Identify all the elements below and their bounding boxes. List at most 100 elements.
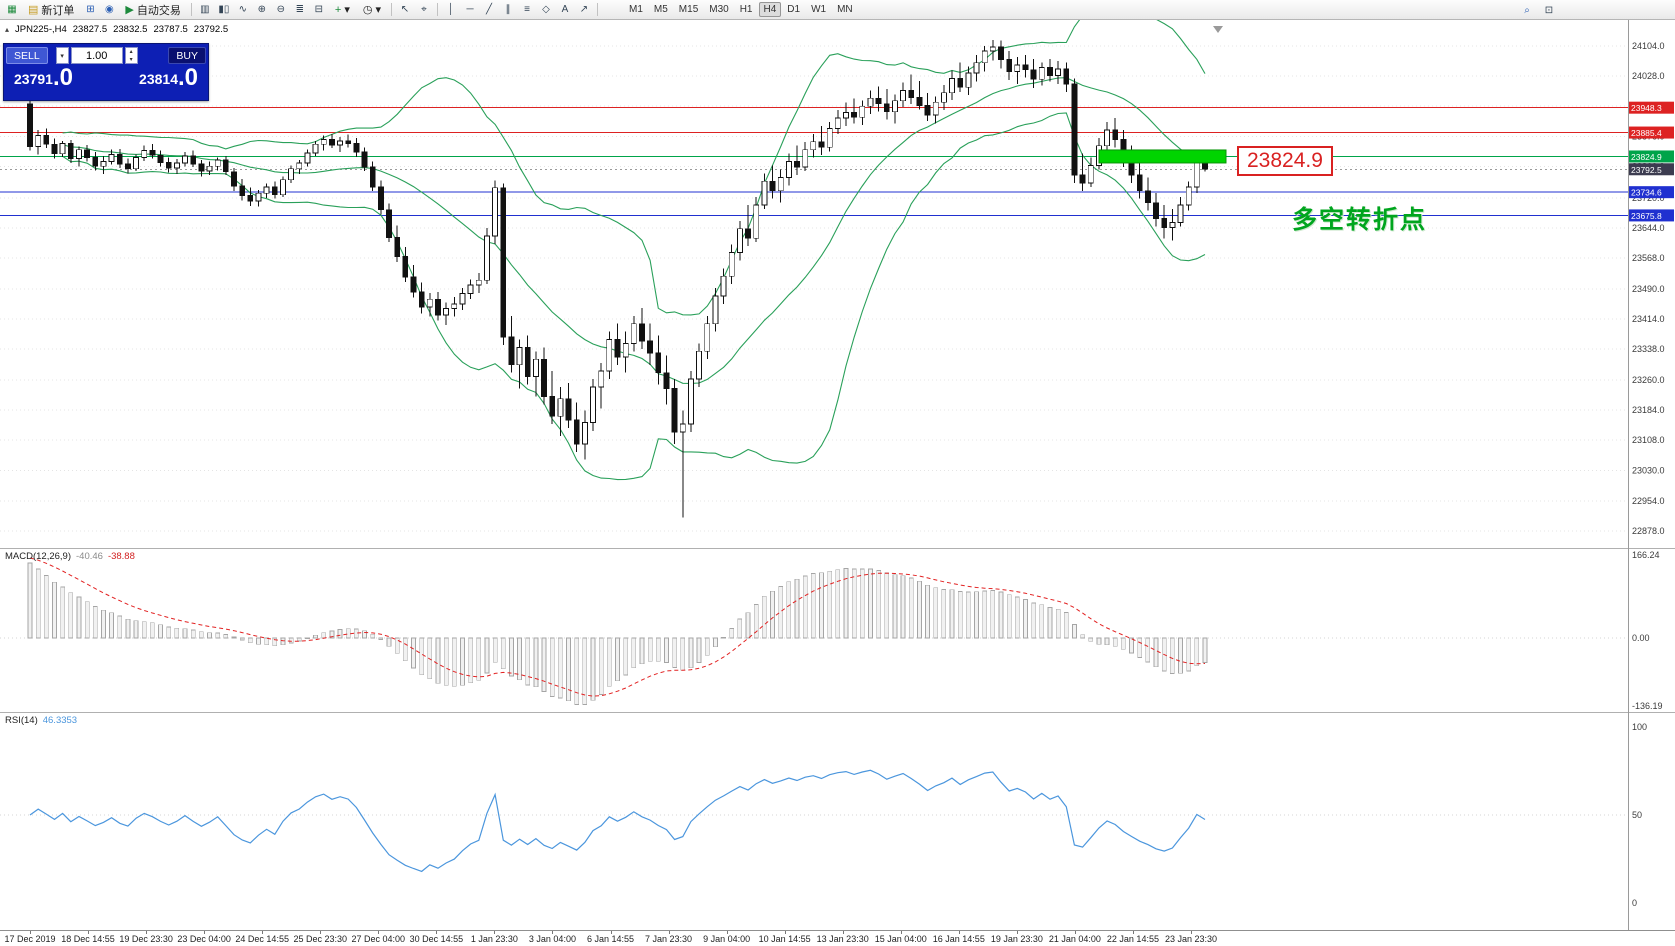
macd-histogram-bar (1039, 604, 1045, 639)
arrange-windows-icon[interactable]: ⊟ (314, 4, 324, 15)
timeframe-H1[interactable]: H1 (739, 4, 753, 15)
timeframe-M30[interactable]: M30 (709, 4, 729, 15)
candle-body (320, 139, 327, 145)
bar-chart-icon[interactable]: ▥ (200, 4, 210, 15)
candle-body (989, 46, 996, 52)
panels-icon[interactable]: ⊡ (1544, 4, 1554, 16)
stepper-down-icon[interactable]: ▾ (129, 56, 133, 63)
fibonacci-tool-icon[interactable]: ≡ (524, 4, 530, 15)
timeframe-W1[interactable]: W1 (811, 4, 827, 15)
macd-histogram-bar (1063, 612, 1069, 639)
candle-body (1112, 129, 1119, 140)
candle-body (141, 150, 148, 159)
macd-histogram-bar (476, 637, 482, 681)
time-tick (842, 931, 844, 934)
price-badge[interactable] (1629, 209, 1674, 222)
shapes-tool-icon[interactable]: ◇ (542, 4, 550, 15)
new-order-button[interactable]: ▤ 新订单 (22, 2, 80, 18)
timeframe-D1[interactable]: D1 (787, 4, 801, 15)
candle-body (492, 187, 499, 237)
stepper-up-icon[interactable]: ▴ (129, 49, 133, 56)
rsi-value: 46.3353 (42, 715, 78, 726)
collapse-panel-icon[interactable]: ▴ (5, 25, 10, 34)
sell-price[interactable]: 23791.0 (14, 66, 73, 90)
price-badge[interactable] (1629, 126, 1674, 139)
autotrading-play-icon: ▶ (125, 4, 134, 16)
bollinger-lower-band (62, 112, 1206, 481)
trendline-tool-icon[interactable]: ╱ (485, 4, 492, 15)
crosshair-icon[interactable]: ⌖ (421, 4, 427, 15)
buy-button[interactable]: BUY (168, 47, 206, 64)
volume-stepper[interactable]: ▴ ▾ (124, 47, 138, 64)
macd-histogram-bar (574, 637, 580, 705)
candle-body (108, 154, 115, 162)
text-tool-icon[interactable]: A (561, 4, 569, 15)
candle-body (280, 179, 286, 196)
vertical-line-tool-icon[interactable]: │ (447, 4, 455, 15)
timeframe-M15[interactable]: M15 (678, 4, 699, 15)
line-chart-icon[interactable]: ∿ (238, 4, 248, 15)
macd-histogram-bar (606, 637, 612, 687)
zoom-out-icon[interactable]: ⊖ (276, 4, 286, 15)
indicators-button[interactable]: + ▾ (329, 2, 356, 18)
timeframe-MN[interactable]: MN (837, 4, 853, 15)
search-icon[interactable]: ⌕ (1524, 4, 1530, 16)
timeframe-M1[interactable]: M1 (628, 4, 643, 15)
time-tick (1016, 931, 1018, 934)
price-badge[interactable] (1629, 163, 1674, 176)
macd-histogram-bar (231, 636, 237, 639)
candle-body (59, 142, 66, 155)
arrow-tool-icon[interactable]: ↗ (579, 4, 589, 15)
macd-histogram-bar (68, 592, 74, 639)
candle-body (1104, 129, 1110, 147)
period-button[interactable]: ◷ ▾ (357, 2, 387, 18)
macd-histogram-bar (509, 637, 514, 677)
macd-histogram-bar (345, 628, 351, 639)
macd-histogram-bar (60, 586, 65, 639)
time-tick (1132, 931, 1134, 934)
macd-histogram-bar (639, 637, 645, 665)
macd-histogram-bar (84, 601, 90, 639)
macd-histogram-bar (362, 630, 367, 639)
zoom-in-icon[interactable]: ⊕ (257, 4, 267, 15)
buy-price[interactable]: 23814.0 (139, 66, 198, 90)
macd-histogram-bar (1055, 608, 1061, 639)
candle-body (965, 72, 972, 88)
horizontal-line-tool-icon[interactable]: ─ (466, 4, 474, 15)
candle-body (900, 89, 906, 102)
app-icon: ▦ (7, 4, 17, 15)
price-main-digits: 23791 (14, 71, 53, 87)
timeframe-M5[interactable]: M5 (653, 4, 668, 15)
macd-histogram-bar (386, 637, 392, 647)
macd-histogram-bar (1186, 637, 1192, 672)
chart-window-icon[interactable]: ⊞ (86, 4, 95, 15)
candle-body (1161, 218, 1168, 228)
candlestick-chart-icon[interactable]: ▮▯ (218, 4, 230, 15)
time-tick (378, 931, 380, 934)
channel-tool-icon[interactable]: ∥ (505, 4, 511, 15)
candle-body (304, 152, 311, 164)
price-axis-label: 23414.0 (1632, 314, 1665, 324)
time-label: 18 Dec 14:55 (61, 934, 115, 944)
highlight-zone-rect[interactable] (1098, 149, 1227, 164)
chart-shift-marker[interactable] (1213, 26, 1223, 33)
timeframe-H4[interactable]: H4 (758, 2, 782, 17)
volume-input[interactable] (70, 47, 123, 64)
volume-dropdown[interactable]: ▾ (55, 47, 69, 64)
macd-histogram-bar (598, 637, 604, 695)
time-axis[interactable]: 17 Dec 2019 18 Dec 14:55 19 Dec 23:30 23 De… (0, 930, 1675, 946)
candle-body (451, 303, 458, 310)
profiles-icon[interactable]: ◉ (105, 4, 114, 15)
price-badge[interactable] (1629, 150, 1674, 163)
tile-windows-icon[interactable]: ≣ (295, 4, 305, 15)
macd-histogram-bar (321, 632, 327, 639)
macd-histogram-bar (272, 637, 278, 647)
cursor-icon[interactable]: ↖ (400, 4, 410, 15)
price-badge[interactable] (1629, 186, 1674, 199)
price-callout-label[interactable]: 23824.9 (1237, 146, 1333, 176)
sell-button[interactable]: SELL (6, 47, 48, 64)
macd-histogram-bar (688, 637, 694, 669)
autotrading-button[interactable]: ▶ 自动交易 (119, 2, 186, 18)
price-badge[interactable] (1629, 101, 1674, 114)
annotation-note-text[interactable]: 多空转折点 (1292, 206, 1428, 234)
